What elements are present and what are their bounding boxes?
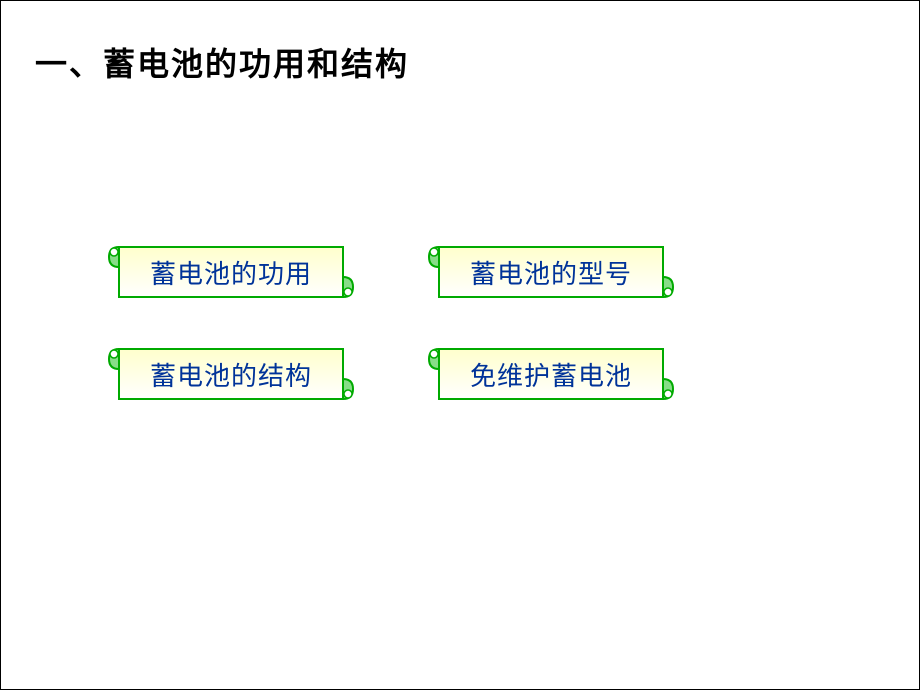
- button-label: 蓄电池的结构: [150, 356, 312, 393]
- page-title: 一、蓄电池的功用和结构: [35, 39, 409, 85]
- button-label: 蓄电池的型号: [470, 254, 632, 291]
- button-label: 免维护蓄电池: [470, 356, 632, 393]
- button-label: 蓄电池的功用: [150, 254, 312, 291]
- button-model[interactable]: 蓄电池的型号: [421, 241, 681, 303]
- button-row-1: 蓄电池的功用 蓄电池的型号: [101, 241, 821, 303]
- button-row-2: 蓄电池的结构 免维护蓄电池: [101, 343, 821, 405]
- button-maintenance-free[interactable]: 免维护蓄电池: [421, 343, 681, 405]
- button-function[interactable]: 蓄电池的功用: [101, 241, 361, 303]
- button-grid: 蓄电池的功用 蓄电池的型号 蓄电池的结构: [101, 241, 821, 445]
- button-structure[interactable]: 蓄电池的结构: [101, 343, 361, 405]
